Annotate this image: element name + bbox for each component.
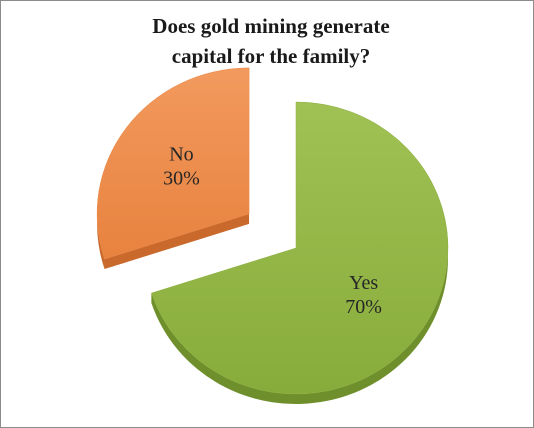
- pie-slice-edge-no-0: [104, 213, 250, 270]
- chart-title-line-1: Does gold mining generate: [152, 14, 390, 38]
- pie-slice-top-no: [96, 67, 250, 260]
- slice-value-label-yes: 70%: [345, 296, 382, 318]
- slice-category-label-yes: Yes: [349, 272, 378, 294]
- pie-slice-top-yes: [151, 101, 449, 395]
- chart-title-line-2: capital for the family?: [171, 44, 371, 68]
- slice-value-label-no: 30%: [163, 168, 200, 190]
- pie-slice-yes: [151, 101, 449, 404]
- chart-title: Does gold mining generate capital for th…: [61, 11, 481, 71]
- pie-slices: [96, 67, 449, 404]
- pie-slice-no: [96, 67, 250, 270]
- slice-category-label-no: No: [169, 144, 193, 166]
